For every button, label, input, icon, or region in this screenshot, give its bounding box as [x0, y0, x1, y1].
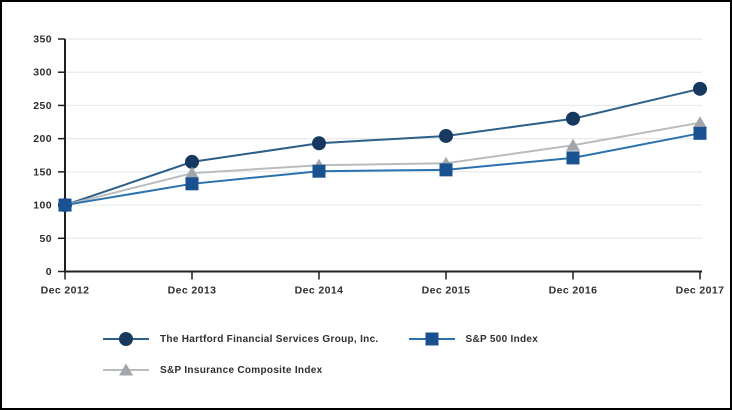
legend-label-insurance-composite: S&P Insurance Composite Index — [160, 364, 323, 376]
y-axis-tick-label: 250 — [33, 100, 52, 112]
legend-item-sp500: S&P 500 Index — [408, 331, 539, 347]
legend-row-2: S&P Insurance Composite Index — [103, 362, 538, 378]
legend-circle-marker-icon — [103, 332, 149, 346]
x-axis-tick-label: Dec 2014 — [295, 285, 344, 297]
chart-legend: The Hartford Financial Services Group, I… — [103, 331, 538, 393]
y-axis-tick-label: 50 — [40, 233, 52, 245]
y-axis-tick-label: 150 — [33, 166, 52, 178]
data-point-square — [566, 151, 580, 165]
data-point-square — [58, 198, 72, 212]
y-axis-tick-label: 0 — [46, 266, 52, 278]
x-axis-tick-label: Dec 2012 — [41, 285, 90, 297]
data-point-circle — [693, 81, 707, 96]
legend-triangle-marker-icon — [103, 363, 149, 376]
data-point-triangle — [693, 116, 707, 129]
data-point-circle — [439, 128, 453, 143]
data-point-circle — [185, 154, 199, 169]
data-point-square — [439, 163, 453, 177]
legend-marker-shape — [119, 363, 133, 376]
y-axis-tick-label: 350 — [33, 34, 52, 46]
legend-label-hartford: The Hartford Financial Services Group, I… — [160, 333, 379, 345]
data-point-square — [693, 126, 707, 140]
x-axis-tick-label: Dec 2016 — [549, 285, 598, 297]
series-line-0 — [64, 87, 701, 207]
x-axis-tick-label: Dec 2015 — [422, 285, 471, 297]
legend-label-sp500: S&P 500 Index — [465, 333, 539, 345]
legend-marker-shape — [425, 332, 439, 346]
data-point-circle — [566, 111, 580, 126]
x-axis-tick-label: Dec 2017 — [676, 285, 725, 297]
y-axis-tick-label: 100 — [33, 200, 52, 212]
legend-square-marker-icon — [408, 332, 455, 346]
legend-row-1: The Hartford Financial Services Group, I… — [103, 331, 538, 347]
legend-marker-shape — [119, 332, 133, 346]
x-axis-tick-label: Dec 2013 — [168, 285, 217, 297]
data-point-square — [185, 177, 199, 191]
chart-canvas: 0 50 100 150 200 250 300 350 Dec 2012 Dec 2013 Dec… — [33, 34, 725, 297]
series-line-2 — [64, 132, 701, 207]
data-point-triangle — [566, 138, 580, 151]
y-axis-tick-label: 300 — [33, 67, 52, 79]
y-axis-tick-label: 200 — [33, 133, 52, 145]
data-point-triangle — [185, 166, 199, 179]
series-line-1 — [64, 121, 701, 207]
data-point-square — [312, 164, 326, 178]
legend-item-insurance-composite: S&P Insurance Composite Index — [103, 362, 322, 378]
legend-item-hartford: The Hartford Financial Services Group, I… — [103, 331, 379, 347]
data-point-circle — [312, 136, 326, 151]
